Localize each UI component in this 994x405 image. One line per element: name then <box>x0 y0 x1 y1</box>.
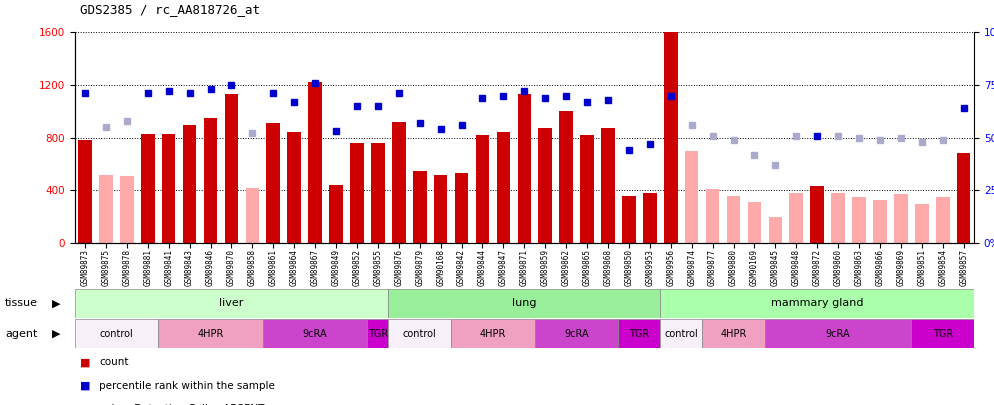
Bar <box>706 189 720 243</box>
Bar <box>957 153 970 243</box>
Bar <box>660 289 974 318</box>
Bar <box>727 196 741 243</box>
Text: liver: liver <box>220 298 244 308</box>
Bar <box>518 94 531 243</box>
Bar <box>685 151 699 243</box>
Bar <box>560 111 573 243</box>
Text: percentile rank within the sample: percentile rank within the sample <box>99 381 275 391</box>
Text: 4HPR: 4HPR <box>480 329 506 339</box>
Bar <box>371 143 385 243</box>
Bar <box>831 193 845 243</box>
Bar <box>99 175 112 243</box>
Text: 9cRA: 9cRA <box>303 329 327 339</box>
Bar <box>350 143 364 243</box>
Bar <box>476 135 489 243</box>
Bar <box>852 197 866 243</box>
Bar <box>246 188 259 243</box>
Text: 4HPR: 4HPR <box>721 329 746 339</box>
Text: count: count <box>99 358 129 367</box>
Bar <box>873 200 887 243</box>
Text: 9cRA: 9cRA <box>826 329 851 339</box>
Bar <box>539 128 552 243</box>
Text: control: control <box>403 329 436 339</box>
Text: tissue: tissue <box>5 298 38 308</box>
Bar <box>765 319 911 348</box>
Bar <box>120 176 133 243</box>
Bar <box>810 186 824 243</box>
Bar <box>329 185 343 243</box>
Bar <box>660 319 702 348</box>
Bar <box>75 319 158 348</box>
Bar <box>262 319 368 348</box>
Bar <box>204 118 218 243</box>
Text: lung: lung <box>512 298 537 308</box>
Text: ▶: ▶ <box>52 329 61 339</box>
Bar <box>308 83 322 243</box>
Bar <box>287 132 301 243</box>
Bar <box>433 175 447 243</box>
Bar <box>702 319 765 348</box>
Text: 4HPR: 4HPR <box>198 329 224 339</box>
Bar <box>768 217 782 243</box>
Bar <box>389 289 660 318</box>
Bar <box>789 193 803 243</box>
Bar <box>392 122 406 243</box>
Bar <box>894 194 908 243</box>
Bar <box>664 32 678 243</box>
Text: control: control <box>664 329 698 339</box>
Bar <box>535 319 618 348</box>
Bar <box>622 196 636 243</box>
Bar <box>455 173 468 243</box>
Text: mammary gland: mammary gland <box>771 298 864 308</box>
Bar <box>368 319 389 348</box>
Bar <box>162 134 176 243</box>
Text: ■: ■ <box>80 358 90 367</box>
Bar <box>79 140 91 243</box>
Bar <box>936 197 949 243</box>
Bar <box>915 203 928 243</box>
Bar <box>225 94 239 243</box>
Bar <box>451 319 535 348</box>
Bar <box>747 202 761 243</box>
Bar <box>75 289 389 318</box>
Bar <box>413 171 426 243</box>
Bar <box>643 193 657 243</box>
Bar <box>911 319 974 348</box>
Text: ▶: ▶ <box>52 298 61 308</box>
Bar <box>183 125 197 243</box>
Text: 9cRA: 9cRA <box>565 329 589 339</box>
Text: agent: agent <box>5 329 38 339</box>
Bar <box>580 135 593 243</box>
Bar <box>158 319 262 348</box>
Bar <box>266 123 280 243</box>
Bar <box>618 319 660 348</box>
Bar <box>141 134 155 243</box>
Bar <box>389 319 451 348</box>
Text: ■: ■ <box>80 381 90 391</box>
Text: TGR: TGR <box>368 329 388 339</box>
Bar <box>497 132 510 243</box>
Text: TGR: TGR <box>629 329 649 339</box>
Text: GDS2385 / rc_AA818726_at: GDS2385 / rc_AA818726_at <box>80 3 259 16</box>
Text: TGR: TGR <box>932 329 953 339</box>
Text: control: control <box>99 329 133 339</box>
Bar <box>601 128 615 243</box>
